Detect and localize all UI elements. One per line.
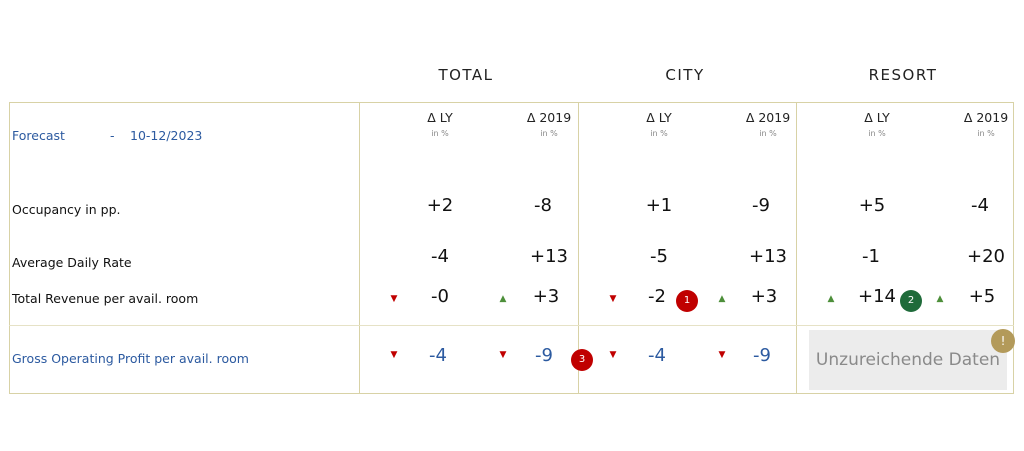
row-label-occupancy: Occupancy in pp. bbox=[12, 202, 121, 217]
gop-city-2019: -9 bbox=[753, 345, 771, 366]
colhead-unit: in % bbox=[540, 129, 558, 138]
revpar-resort-ly: +14 bbox=[858, 286, 896, 307]
occupancy-total-2019: -8 bbox=[534, 195, 552, 216]
gop-city-ly: -4 bbox=[648, 345, 666, 366]
forecast-label: Forecast bbox=[12, 128, 65, 143]
kpi-table-frame bbox=[9, 102, 1014, 394]
colhead-city-2019: Δ 2019 in % bbox=[746, 110, 790, 138]
arrow-up-icon: ▲ bbox=[718, 294, 726, 304]
annotation-badge-1[interactable]: 1 bbox=[676, 290, 698, 312]
adr-total-2019: +13 bbox=[530, 246, 568, 267]
colhead-unit: in % bbox=[868, 129, 886, 138]
adr-total-ly: -4 bbox=[431, 246, 449, 267]
occupancy-city-2019: -9 bbox=[752, 195, 770, 216]
colhead-label: Δ LY bbox=[864, 110, 890, 125]
annotation-badge-3[interactable]: 3 bbox=[571, 349, 593, 371]
adr-resort-ly: -1 bbox=[862, 246, 880, 267]
colhead-total-ly: Δ LY in % bbox=[427, 110, 452, 138]
colhead-label: Δ LY bbox=[427, 110, 453, 125]
arrow-down-icon: ▼ bbox=[609, 350, 617, 360]
arrow-down-icon: ▼ bbox=[390, 294, 398, 304]
revpar-resort-2019: +5 bbox=[968, 286, 996, 307]
divider-gop-row bbox=[9, 325, 1014, 326]
colhead-unit: in % bbox=[977, 129, 995, 138]
colhead-label: Δ 2019 bbox=[526, 110, 572, 125]
gop-total-2019: -9 bbox=[535, 345, 553, 366]
adr-city-ly: -5 bbox=[650, 246, 668, 267]
group-title-resort: RESORT bbox=[868, 66, 938, 84]
arrow-down-icon: ▼ bbox=[609, 294, 617, 304]
colhead-label: Δ 2019 bbox=[963, 110, 1009, 125]
colhead-city-ly: Δ LY in % bbox=[646, 110, 671, 138]
annotation-badge-2[interactable]: 2 bbox=[900, 290, 922, 312]
colhead-label: Δ LY bbox=[646, 110, 672, 125]
row-label-revpar: Total Revenue per avail. room bbox=[12, 291, 199, 306]
forecast-date: 10-12/2023 bbox=[130, 128, 203, 143]
divider-total bbox=[359, 102, 360, 394]
revpar-city-ly: -2 bbox=[648, 286, 666, 307]
occupancy-resort-ly: +5 bbox=[858, 195, 886, 216]
forecast-period[interactable]: Forecast - 10-12/2023 bbox=[12, 128, 202, 143]
colhead-total-2019: Δ 2019 in % bbox=[527, 110, 571, 138]
colhead-label: Δ 2019 bbox=[745, 110, 791, 125]
divider-city bbox=[578, 102, 579, 394]
occupancy-resort-2019: -4 bbox=[971, 195, 989, 216]
occupancy-city-ly: +1 bbox=[645, 195, 673, 216]
revpar-city-2019: +3 bbox=[750, 286, 778, 307]
group-title-city: CITY bbox=[665, 66, 705, 84]
revpar-total-2019: +3 bbox=[532, 286, 560, 307]
divider-resort bbox=[796, 102, 797, 394]
resort-insufficient-data-box: Unzureichende Daten bbox=[809, 330, 1007, 390]
gop-total-ly: -4 bbox=[429, 345, 447, 366]
colhead-unit: in % bbox=[650, 129, 668, 138]
row-label-adr: Average Daily Rate bbox=[12, 255, 132, 270]
colhead-unit: in % bbox=[759, 129, 777, 138]
arrow-down-icon: ▼ bbox=[390, 350, 398, 360]
colhead-unit: in % bbox=[431, 129, 449, 138]
colhead-resort-2019: Δ 2019 in % bbox=[964, 110, 1008, 138]
arrow-down-icon: ▼ bbox=[499, 350, 507, 360]
forecast-dash: - bbox=[110, 128, 115, 143]
warning-icon[interactable]: ! bbox=[991, 329, 1015, 353]
row-label-gop[interactable]: Gross Operating Profit per avail. room bbox=[12, 351, 249, 366]
colhead-resort-ly: Δ LY in % bbox=[864, 110, 889, 138]
revpar-total-ly: -0 bbox=[431, 286, 449, 307]
adr-city-2019: +13 bbox=[749, 246, 787, 267]
arrow-up-icon: ▲ bbox=[499, 294, 507, 304]
arrow-up-icon: ▲ bbox=[827, 294, 835, 304]
arrow-down-icon: ▼ bbox=[718, 350, 726, 360]
arrow-up-icon: ▲ bbox=[936, 294, 944, 304]
adr-resort-2019: +20 bbox=[967, 246, 1005, 267]
insufficient-data-label: Unzureichende Daten bbox=[815, 350, 1001, 370]
group-title-total: TOTAL bbox=[438, 66, 494, 84]
occupancy-total-ly: +2 bbox=[426, 195, 454, 216]
